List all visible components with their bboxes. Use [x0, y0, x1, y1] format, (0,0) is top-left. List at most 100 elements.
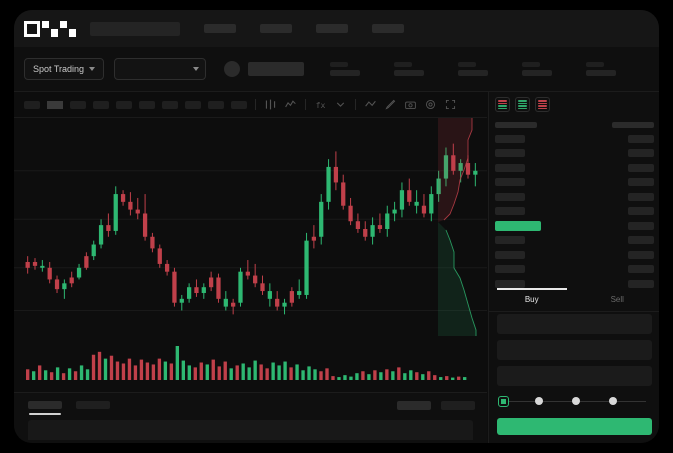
submit-buy-button[interactable] — [497, 418, 652, 435]
orderbook-quantity — [628, 163, 654, 172]
orderbook-price — [495, 265, 525, 273]
timeframe-button[interactable] — [24, 100, 40, 109]
toolbar-divider — [305, 99, 306, 110]
orderbook-row[interactable] — [495, 264, 654, 275]
timeframe-button[interactable] — [208, 100, 224, 109]
orderbook-bids-icon[interactable] — [515, 97, 530, 112]
volume-histogram — [14, 336, 487, 392]
orders-tab-history[interactable] — [76, 401, 110, 415]
orderbook-row[interactable] — [495, 278, 654, 289]
orderbook-row[interactable] — [495, 235, 654, 246]
orderbook-quantity — [628, 149, 654, 157]
spot-trading-label: Spot Trading — [33, 64, 85, 74]
stat-item — [458, 62, 489, 76]
orderbook-both-icon[interactable] — [495, 97, 510, 112]
orders-tab-label — [76, 401, 110, 409]
logo-letter-o — [24, 20, 40, 37]
nav-link-4[interactable] — [372, 24, 404, 33]
orderbook-column-amount — [612, 122, 654, 128]
chart-type-chevron-icon[interactable] — [334, 98, 347, 111]
slider-handle[interactable] — [498, 395, 509, 407]
stat-item — [330, 62, 361, 76]
coin-avatar — [224, 61, 241, 77]
orderbook[interactable] — [489, 118, 659, 302]
pencil-draw-icon[interactable] — [384, 98, 397, 111]
toolbar-divider — [255, 99, 256, 110]
trade-sidebar: Buy Sell — [488, 92, 659, 443]
order-form — [489, 314, 659, 435]
orderbook-asks-icon[interactable] — [535, 97, 550, 112]
order-amount-input[interactable] — [497, 340, 652, 360]
okx-logo[interactable] — [24, 20, 76, 37]
volume-svg — [26, 346, 467, 380]
orderbook-row[interactable] — [495, 177, 654, 188]
timeframe-button-active[interactable] — [47, 100, 63, 109]
svg-text:fx: fx — [316, 100, 326, 110]
order-total-input[interactable] — [497, 366, 652, 386]
timeframe-button[interactable] — [162, 100, 178, 109]
chevron-down-icon — [193, 67, 200, 71]
orderbook-row[interactable] — [495, 162, 654, 173]
indicators-icon[interactable]: fx — [314, 98, 327, 111]
orderbook-row[interactable] — [495, 220, 654, 231]
order-price-input[interactable] — [497, 314, 652, 334]
settings-gear-icon[interactable] — [424, 98, 437, 111]
candlestick-chart[interactable] — [14, 118, 487, 336]
trading-pair-select[interactable] — [114, 58, 207, 80]
timeframe-button[interactable] — [231, 100, 247, 109]
orderbook-column-price — [495, 122, 537, 128]
slider-node-50[interactable] — [572, 397, 580, 405]
timeframe-button[interactable] — [116, 100, 132, 109]
orderbook-quantity — [628, 178, 654, 186]
timeframe-button[interactable] — [70, 100, 86, 109]
candlestick-svg — [14, 143, 487, 315]
orderbook-price — [495, 236, 525, 244]
chart-toolbar: fx — [14, 92, 487, 118]
candlestick-chart-icon[interactable] — [264, 98, 277, 111]
orderbook-price — [495, 250, 525, 259]
camera-snapshot-icon[interactable] — [404, 98, 417, 111]
slider-node-25[interactable] — [535, 397, 543, 405]
chevron-down-icon — [89, 67, 96, 71]
orderbook-row[interactable] — [495, 133, 654, 144]
orders-action-2[interactable] — [441, 401, 475, 410]
depth-svg — [438, 118, 477, 336]
nav-link-2[interactable] — [260, 24, 292, 33]
orderbook-price — [495, 207, 525, 215]
orderbook-row[interactable] — [495, 191, 654, 202]
slider-node-75[interactable] — [609, 397, 617, 405]
stat-item — [394, 62, 425, 76]
orderbook-quantity — [628, 221, 654, 230]
timeframe-button[interactable] — [139, 100, 155, 109]
last-price-group — [224, 61, 305, 77]
line-chart-icon[interactable] — [284, 98, 297, 111]
orderbook-view-toggles — [489, 92, 659, 117]
percent-slider[interactable] — [498, 395, 650, 408]
orderbook-price — [495, 178, 525, 186]
orderbook-price — [495, 192, 525, 201]
fullscreen-icon[interactable] — [444, 98, 457, 111]
trend-line-icon[interactable] — [364, 98, 377, 111]
orders-actions — [397, 401, 475, 410]
active-tab-underline — [29, 413, 61, 415]
orderbook-row[interactable] — [495, 249, 654, 260]
timeframe-button[interactable] — [185, 100, 201, 109]
nav-link-1[interactable] — [204, 24, 236, 33]
search-input[interactable] — [90, 21, 180, 36]
orders-action-1[interactable] — [397, 401, 431, 410]
tab-buy[interactable]: Buy — [489, 288, 575, 311]
top-navigation-bar — [14, 10, 659, 47]
orders-tab-open[interactable] — [28, 401, 62, 415]
timeframe-button[interactable] — [93, 100, 109, 109]
orderbook-price — [495, 149, 525, 157]
nav-link-3[interactable] — [316, 24, 348, 33]
market-stats — [330, 62, 617, 76]
orderbook-row[interactable] — [495, 148, 654, 159]
orderbook-row[interactable] — [495, 206, 654, 217]
spot-trading-dropdown[interactable]: Spot Trading — [24, 58, 105, 80]
tab-sell[interactable]: Sell — [610, 295, 624, 304]
toolbar-divider — [355, 99, 356, 110]
orderbook-quantity — [628, 134, 654, 143]
orders-panel — [14, 392, 487, 443]
